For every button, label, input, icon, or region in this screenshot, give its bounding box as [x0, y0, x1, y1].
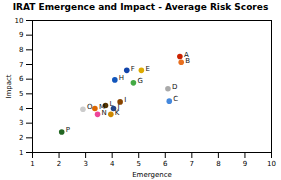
- svg-text:B: B: [185, 57, 190, 65]
- svg-text:1: 1: [30, 160, 34, 168]
- svg-text:N: N: [102, 109, 107, 117]
- svg-text:3: 3: [19, 119, 23, 127]
- svg-text:6: 6: [163, 160, 168, 168]
- svg-text:L: L: [110, 100, 114, 108]
- svg-text:10: 10: [267, 160, 276, 168]
- svg-text:I: I: [124, 96, 126, 104]
- svg-text:3: 3: [83, 160, 87, 168]
- svg-text:A: A: [183, 50, 189, 59]
- svg-text:8: 8: [216, 160, 220, 168]
- svg-text:10: 10: [15, 17, 24, 25]
- html-text:IRAT Emergence and Impact - Av: IRAT Emergence and Impact - Average Risk…: [12, 2, 269, 12]
- svg-text:M: M: [98, 102, 105, 111]
- svg-text:D: D: [172, 83, 177, 91]
- svg-text:4: 4: [110, 160, 115, 168]
- svg-text:E: E: [145, 65, 149, 73]
- svg-text:5: 5: [19, 90, 23, 98]
- svg-text:K: K: [115, 109, 120, 117]
- svg-text:P: P: [66, 126, 70, 134]
- svg-text:5: 5: [136, 160, 140, 168]
- svg-text:1: 1: [19, 149, 23, 157]
- svg-text:G: G: [137, 77, 142, 85]
- svg-text:7: 7: [190, 160, 194, 168]
- svg-text:J: J: [117, 102, 120, 111]
- svg-text:H: H: [119, 74, 124, 82]
- svg-text:8: 8: [19, 46, 23, 54]
- svg-text:2: 2: [57, 160, 61, 168]
- svg-text:9: 9: [19, 31, 23, 39]
- svg-text:Emergence: Emergence: [132, 171, 172, 179]
- svg-text:4: 4: [19, 105, 24, 113]
- svg-text:9: 9: [243, 160, 247, 168]
- svg-text:F: F: [131, 65, 135, 73]
- svg-text:C: C: [173, 95, 178, 103]
- svg-text:2: 2: [19, 134, 23, 142]
- svg-text:7: 7: [19, 61, 23, 69]
- svg-text:6: 6: [19, 75, 24, 83]
- svg-text:Impact: Impact: [5, 74, 13, 98]
- svg-text:O: O: [87, 103, 93, 111]
